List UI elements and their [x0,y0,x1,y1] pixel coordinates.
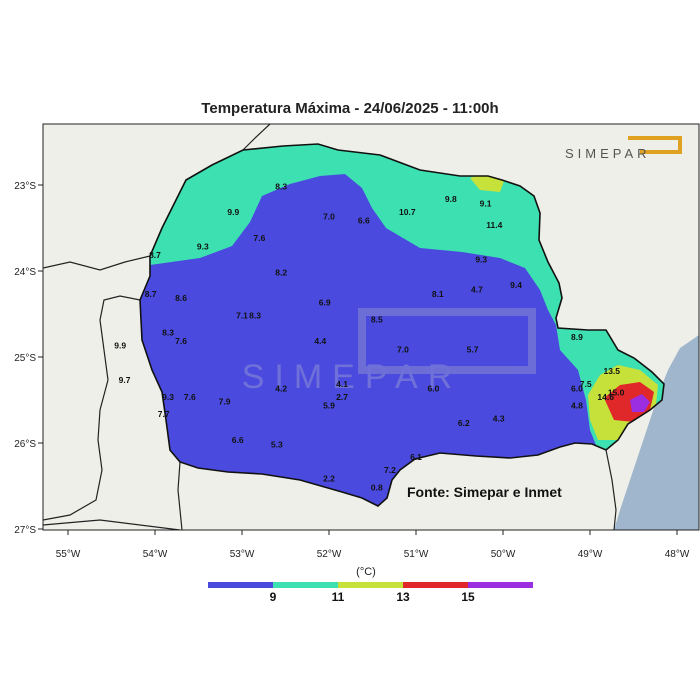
watermark-label: SIMEPAR [242,358,463,396]
station-value: 9.1 [480,199,492,209]
station-value: 6.0 [427,383,439,393]
station-value: 4.3 [493,414,505,424]
x-tick-label: 51°W [404,549,429,560]
station-value: 7.0 [323,211,335,221]
station-value: 9.8 [445,194,457,204]
x-tick-label: 50°W [491,549,516,560]
colorbar-label: 11 [331,590,345,604]
simepar-logo-text: SIMEPAR [565,146,651,161]
station-value: 5.3 [271,439,283,449]
y-tick-label: 25°S [14,353,36,364]
station-value: 8.3 [249,310,261,320]
station-value: 8.1 [432,289,444,299]
station-value: 6.9 [319,297,331,307]
station-value: 9.4 [510,280,522,290]
station-value: 8.2 [275,267,287,277]
band-above-15 [630,394,650,412]
station-value: 8.3 [275,181,287,191]
station-value: 8.7 [149,250,161,260]
station-value: 4.7 [471,285,483,295]
colorbar-segment [273,582,338,588]
station-value: 2.2 [323,474,335,484]
x-tick-label: 55°W [56,549,81,560]
station-value: 4.8 [571,401,583,411]
station-value: 8.9 [571,332,583,342]
colorbar-segment [403,582,468,588]
station-value: 8.7 [145,289,157,299]
station-value: 14.6 [597,392,614,402]
station-value: 7.6 [175,336,187,346]
colorbar-label: 13 [396,590,410,604]
simepar-logo [628,136,682,154]
colorbar-label: 9 [269,590,277,604]
station-value: 5.9 [323,401,335,411]
plot-frame [42,123,700,531]
station-value: 6.6 [232,435,244,445]
station-value: 4.1 [336,379,348,389]
station-value: 9.3 [475,254,487,264]
station-value: 7.6 [184,392,196,402]
y-tick-label: 27°S [14,525,36,536]
station-value: 13.5 [603,366,620,376]
simepar-watermark: SIMEPAR [242,308,536,396]
station-value: 7.6 [253,233,265,243]
station-value: 6.2 [458,418,470,428]
station-value: 6.6 [358,216,370,226]
x-tick-label: 49°W [578,549,603,560]
station-value: 11.4 [486,220,502,230]
station-value: 5.7 [467,345,479,355]
x-tick-label: 52°W [317,549,342,560]
station-value: 10.7 [399,207,416,217]
station-value: 9.3 [197,242,209,252]
data-source-label: Fonte: Simepar e Inmet [407,484,562,500]
station-value: 4.4 [314,336,326,346]
colorbar-unit: (°C) [356,566,376,578]
station-value: 9.9 [114,340,126,350]
station-value: 2.7 [336,392,348,402]
station-value: 7.2 [384,465,396,475]
station-value: 9.9 [227,207,239,217]
y-tick-label: 26°S [14,439,36,450]
station-value: 6.1 [410,452,422,462]
colorbar [208,582,533,588]
station-value: 7.9 [219,396,231,406]
colorbar-segment [338,582,403,588]
station-value: 6.0 [571,383,583,393]
station-value: 7.5 [580,379,592,389]
station-value: 4.2 [275,383,287,393]
station-value: 7.7 [158,409,170,419]
station-value: 9.7 [119,375,131,385]
band-below-9 [140,174,600,506]
x-tick-label: 54°W [143,549,168,560]
colorbar-segment [468,582,533,588]
y-tick-label: 24°S [14,267,36,278]
parana-state-border [139,143,665,507]
axis-ticks: 55°W 54°W 53°W 52°W 51°W 50°W 49°W 48°W 23°S 24°S… [14,181,690,560]
station-value: 0.8 [371,482,383,492]
station-value: 8.6 [175,293,187,303]
y-tick-label: 23°S [14,181,36,192]
country-borders [43,124,617,530]
station-value: 7.0 [397,345,409,355]
station-value: 9.3 [162,392,174,402]
map-title: Temperatura Máxima - 24/06/2025 - 11:00h [201,100,499,117]
x-tick-label: 53°W [230,549,255,560]
station-value: 7.1 [236,310,248,320]
station-values: 8.3 9.9 7.0 6.6 10.7 9.8 9.1 11.4 9.3 7.6 9.3 8.7 8.… [114,181,624,492]
station-value: 15.0 [608,388,625,398]
x-tick-label: 48°W [665,549,690,560]
station-value: 8.5 [371,315,383,325]
colorbar-label: 15 [461,590,475,604]
station-value: 8.3 [162,328,174,338]
colorbar-segment [208,582,273,588]
